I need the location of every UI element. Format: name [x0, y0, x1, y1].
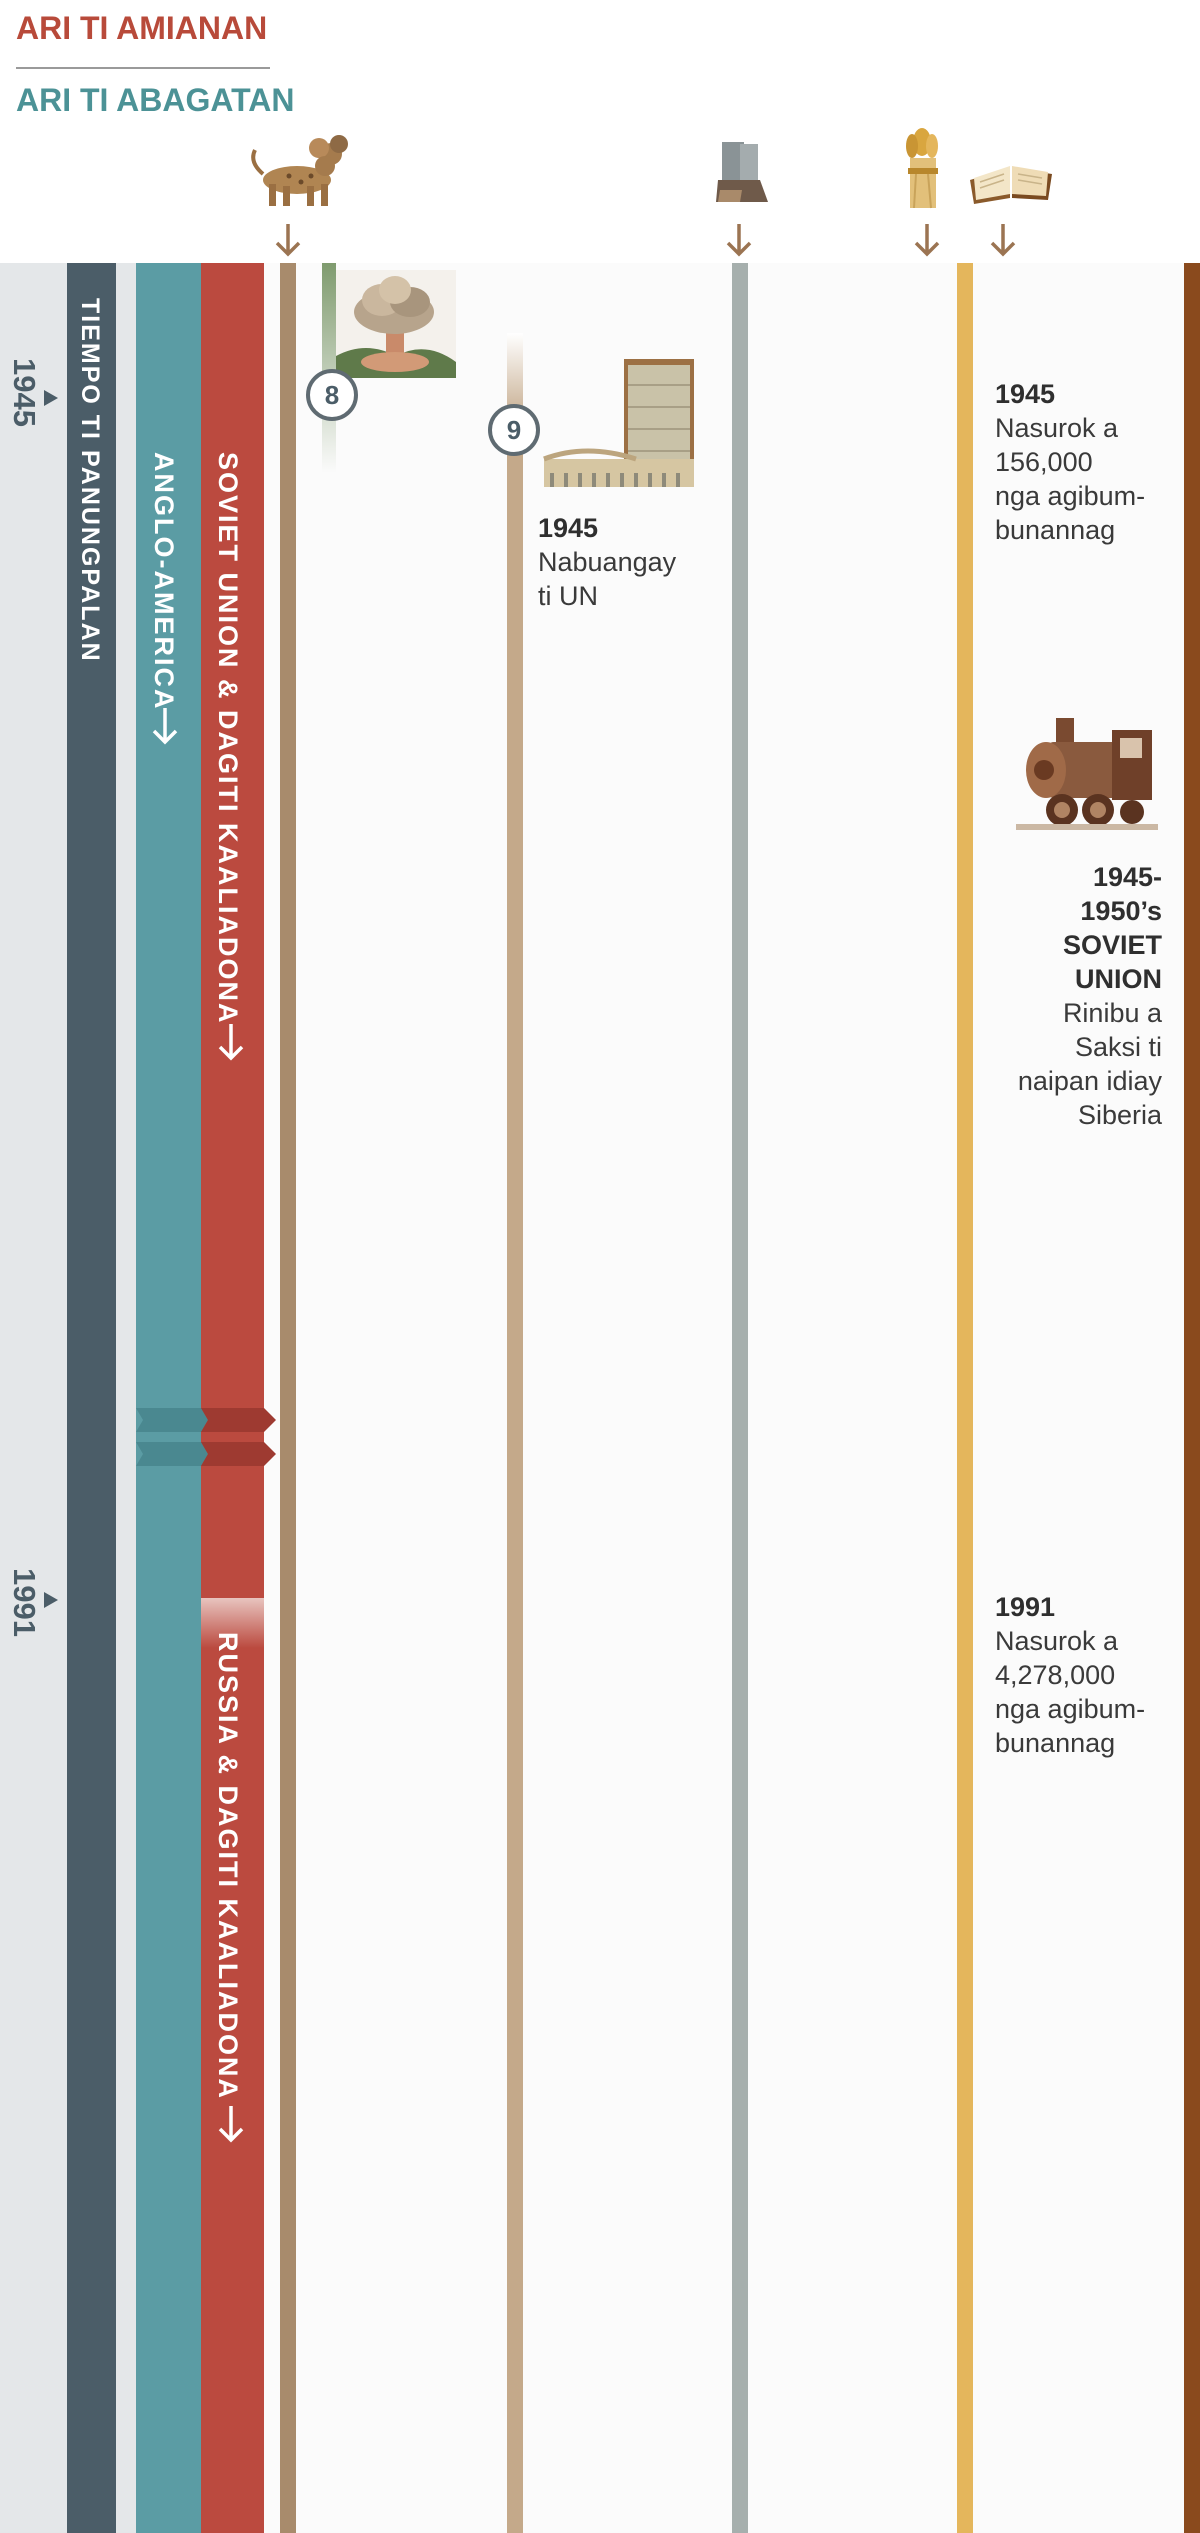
un-timeline [507, 333, 523, 2533]
growth-1991-line3: nga agibum- [995, 1694, 1146, 1724]
siberia-line2: Saksi ti [1074, 1032, 1162, 1062]
arrow-down-icon [275, 224, 301, 257]
iron-clay-feet-icon [716, 142, 768, 202]
year-1991: 1991 [7, 1568, 42, 1637]
band-gap [116, 263, 136, 2533]
growth-1945-line1: Nasurok a [995, 413, 1119, 443]
year-1945-marker [44, 390, 58, 406]
growth-1945-year: 1945 [995, 379, 1056, 409]
growth-1991-line1: Nasurok a [995, 1626, 1119, 1656]
siberia-line3: naipan idiay [1017, 1066, 1162, 1096]
siberia-line4: Siberia [1077, 1100, 1162, 1130]
growth-1991-note: 1991 Nasurok a 4,278,000 nga agibum- bun… [995, 1590, 1145, 1760]
end-time-label: TIEMPO TI PANUNGPALAN [76, 298, 104, 663]
siberia-year-line2: 1950’s [1080, 896, 1162, 926]
atomic-bomb-icon [336, 270, 456, 378]
siberia-line1: Rinibu a [1062, 998, 1162, 1028]
siberia-year-line3: SOVIET [1062, 930, 1162, 960]
growth-1945-note: 1945 Nasurok a 156,000 nga agibum- bunan… [995, 377, 1145, 547]
growth-1991-line4: bunannag [995, 1728, 1116, 1758]
arrow-down-icon [990, 224, 1016, 257]
beast-timeline [280, 263, 296, 2533]
wheat-timeline [957, 263, 973, 2533]
growth-1991-year: 1991 [995, 1592, 1056, 1622]
bomb-fade-bar [322, 263, 336, 473]
end-time-band [67, 263, 116, 2533]
arrow-down-icon [726, 224, 752, 257]
un-event-note: 1945 Nabuangay ti UN [538, 511, 676, 613]
un-event-text-line2: ti UN [538, 581, 598, 611]
growth-1945-line2: 156,000 [995, 447, 1093, 477]
arrow-down-icon [218, 2106, 244, 2143]
arrow-down-icon [914, 224, 940, 257]
steam-train-icon [1016, 712, 1158, 840]
anglo-america-band [136, 263, 201, 2533]
un-event-text-line1: Nabuangay [538, 547, 677, 577]
year-column [0, 263, 67, 2533]
legend-south-label: ARI TI ABAGATAN [16, 82, 295, 118]
growth-1945-line4: bunannag [995, 515, 1116, 545]
growth-1945-line3: nga agibum- [995, 481, 1146, 511]
soviet-russia-band [201, 263, 264, 2533]
siberia-year-line1: 1945- [1092, 862, 1162, 892]
wheat-sheaf-icon [906, 128, 938, 209]
arrow-down-icon [218, 1024, 244, 1061]
un-building-icon [536, 355, 700, 495]
growth-1991-line2: 4,278,000 [995, 1660, 1116, 1690]
band-junction [136, 1408, 276, 1466]
year-1945: 1945 [7, 358, 42, 427]
legend-divider [16, 67, 270, 69]
open-bible-icon [970, 166, 1052, 204]
marker-8: 8 [306, 369, 358, 421]
anglo-america-label: ANGLO-AMERICA [149, 452, 179, 711]
bible-timeline [1184, 263, 1200, 2533]
feet-timeline [732, 263, 748, 2533]
russia-label: RUSSIA & DAGITI KAALIADONA [213, 1632, 243, 2100]
siberia-year-line4: UNION [1075, 964, 1162, 994]
marker-9: 9 [488, 404, 540, 456]
soviet-union-label: SOVIET UNION & DAGITI KAALIADONA [213, 452, 243, 1025]
siberia-note: 1945- 1950’s SOVIET UNION Rinibu a Saksi… [1018, 860, 1162, 1132]
year-1991-marker [44, 1592, 58, 1608]
russia-band-start [201, 1598, 264, 1648]
leopard-beast-icon [251, 135, 348, 206]
un-event-year: 1945 [538, 513, 599, 543]
arrow-down-icon [152, 708, 178, 745]
legend-north-label: ARI TI AMIANAN [16, 10, 268, 46]
